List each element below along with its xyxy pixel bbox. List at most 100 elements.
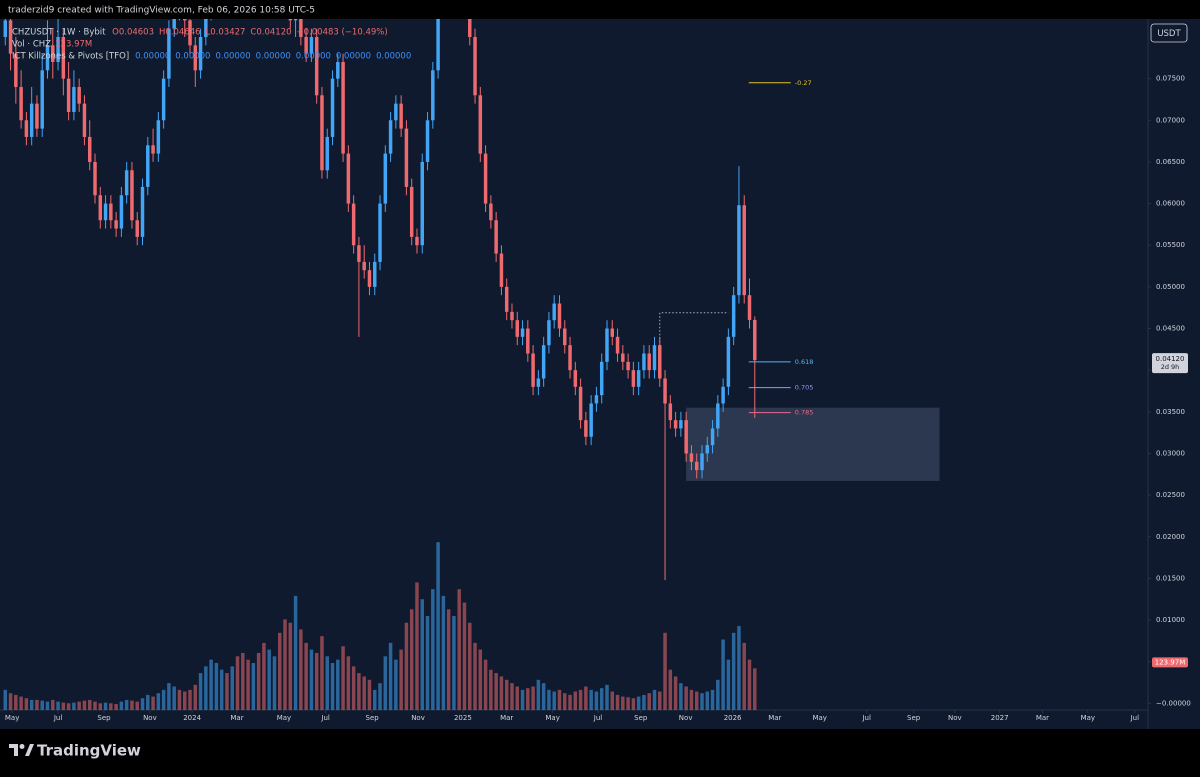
x-tick-label: May (277, 714, 291, 722)
x-tick-label: Nov (679, 714, 693, 722)
volume-bar (589, 689, 593, 710)
candle-body (520, 328, 525, 337)
candle-body (304, 36, 308, 54)
candle-body (489, 203, 493, 221)
x-tick-label: Sep (97, 714, 111, 722)
volume-bar (204, 666, 208, 710)
volume-bar (146, 694, 150, 710)
candle-body (24, 120, 29, 137)
volume-bar (510, 683, 514, 710)
candle-body (468, 19, 472, 37)
volume-bar (140, 698, 145, 710)
volume-bar (478, 649, 483, 710)
volume-bar (72, 702, 76, 710)
y-tick-label: 0.06500 (1156, 158, 1185, 166)
y-tick-label: 0.07500 (1156, 75, 1185, 83)
currency[interactable]: USDT (1157, 29, 1181, 39)
x-tick-label: Mar (1036, 714, 1049, 722)
x-tick-label: May (545, 714, 559, 722)
ohlc-value: L0.03427 (206, 28, 246, 38)
volume-bar (694, 691, 699, 710)
volume-bar (388, 642, 393, 710)
candle-body (710, 428, 715, 446)
volume-bar (14, 694, 18, 710)
x-tick-label: Sep (634, 714, 648, 722)
volume-bar (367, 679, 372, 710)
x-tick-label: Sep (366, 714, 380, 722)
volume-bar (351, 666, 356, 710)
x-tick-label: 2026 (724, 714, 742, 722)
volume-bar (747, 659, 752, 710)
candle-body (19, 86, 23, 121)
candle-body (589, 403, 593, 437)
volume-bar (373, 689, 377, 710)
ohlc-value: O0.04603 (112, 28, 154, 38)
fib-label: 0.705 (795, 384, 814, 392)
candle-body (621, 353, 625, 362)
volume-bar (325, 656, 329, 710)
volume-bar (29, 699, 34, 710)
volume-bar (394, 659, 398, 710)
volume-bar (446, 609, 451, 710)
volume-bar (93, 701, 97, 710)
zone (686, 407, 940, 481)
volume-bar (673, 676, 678, 710)
volume-bar (109, 703, 113, 710)
currency-button[interactable] (1150, 23, 1188, 43)
candle-body (478, 95, 483, 154)
volume-bar (526, 688, 530, 710)
volume-bar (230, 666, 234, 710)
volume-bar (3, 689, 8, 710)
volume-title: Vol · CHZ (12, 40, 51, 50)
candle-body (668, 403, 673, 421)
dotted-level (659, 312, 729, 353)
volume-bar (457, 589, 461, 710)
volume-bar (336, 659, 340, 710)
volume-bar (362, 676, 366, 710)
volume-bar (51, 699, 55, 710)
volume-bar (262, 642, 266, 710)
candle-body (325, 136, 329, 171)
volume-bar (663, 632, 667, 710)
volume-bar (573, 691, 578, 710)
candle-body (103, 203, 108, 221)
candle-body (204, 19, 208, 37)
overlay: -0.27 0.618 0.705 0.785 (748, 79, 814, 417)
volume-bar (320, 636, 324, 710)
candle-body (362, 261, 366, 271)
volume-bar (726, 659, 731, 710)
volume-bar (288, 622, 293, 710)
y-tick-label: 0.07000 (1156, 116, 1185, 124)
volume-bar (626, 697, 630, 710)
symbol-title: CHZUSDT · 1W · Bybit (12, 28, 106, 38)
candle-body (626, 361, 630, 371)
volume-bar (156, 693, 161, 710)
candle-body (610, 328, 615, 337)
candle-body (77, 86, 81, 104)
candle-body (351, 203, 356, 246)
candle-body (541, 345, 546, 379)
volume-bar (731, 632, 736, 710)
volume-bar (584, 686, 588, 710)
candle-body (563, 328, 567, 346)
volume-bar (330, 663, 335, 710)
candle-body (341, 61, 345, 154)
candle-body (515, 320, 520, 337)
x-tick-label: 2027 (991, 714, 1009, 722)
volume-bar (462, 602, 467, 710)
volume-bar (642, 694, 646, 710)
volume-bar (56, 701, 60, 710)
y-tick-label: 0.05000 (1156, 283, 1185, 291)
volume-bar (219, 669, 224, 710)
candle-body (383, 153, 388, 204)
volume-bar (483, 659, 488, 710)
candle-body (299, 19, 303, 37)
volume-bar (188, 689, 192, 710)
countdown: 2d 9h (1161, 363, 1180, 371)
indicator-value: 0.00000 (376, 52, 411, 62)
candle-body (605, 328, 609, 362)
volume-bar (272, 656, 277, 710)
volume-bar (35, 699, 39, 710)
ohlc-value: −0.00483 (−10.49%) (297, 28, 388, 38)
